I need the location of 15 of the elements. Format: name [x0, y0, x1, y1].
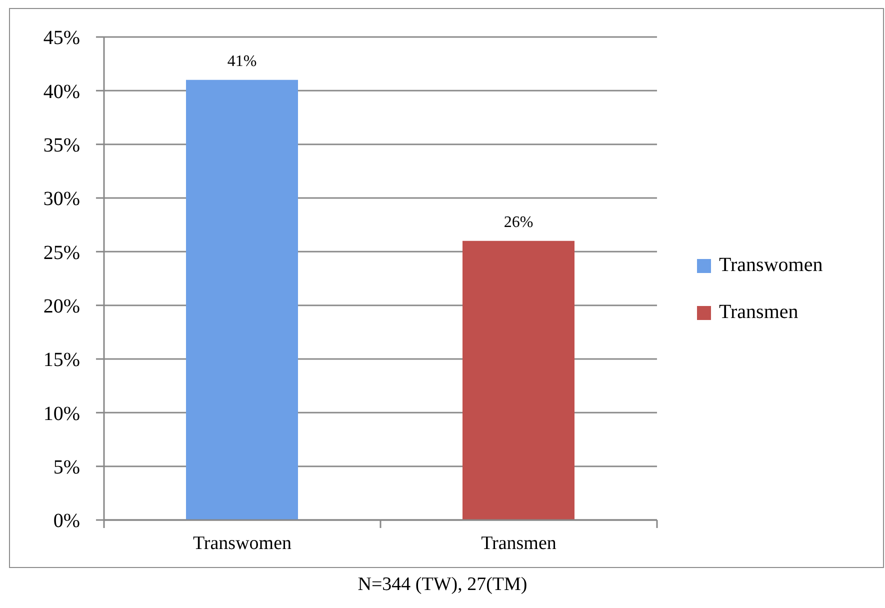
y-tick-label: 20%	[43, 295, 80, 318]
legend-label: Transmen	[719, 300, 798, 322]
y-tick-label: 40%	[43, 80, 80, 103]
legend-label: Transwomen	[719, 254, 823, 276]
y-tick-label: 15%	[43, 349, 80, 372]
y-tick-label: 5%	[53, 456, 80, 478]
y-tick-label: 25%	[43, 242, 80, 264]
y-tick-label: 45%	[43, 27, 80, 50]
text: N=344 (TW), 27(TM)	[356, 574, 528, 596]
y-tick-label: 10%	[43, 402, 80, 425]
y-tick-label: 0%	[53, 510, 80, 532]
y-tick-label: 35%	[43, 134, 80, 156]
data-label: 26%	[504, 214, 534, 231]
data-label: 41%	[227, 52, 257, 70]
y-tick-label: 30%	[43, 188, 80, 210]
